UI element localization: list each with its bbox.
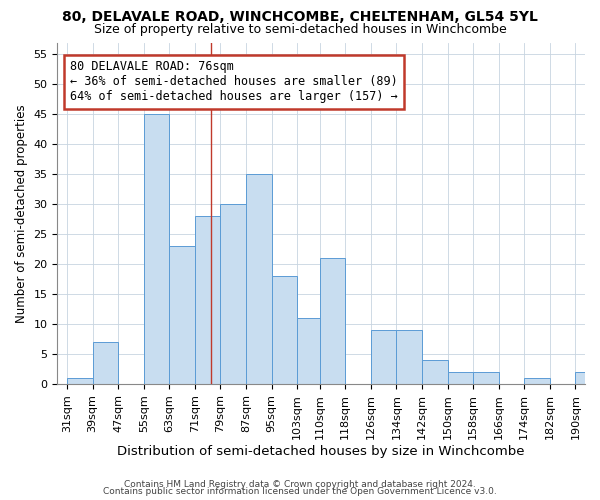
Bar [272, 276, 297, 384]
Y-axis label: Number of semi-detached properties: Number of semi-detached properties [15, 104, 28, 322]
X-axis label: Distribution of semi-detached houses by size in Winchcombe: Distribution of semi-detached houses by … [118, 444, 525, 458]
Bar [169, 246, 195, 384]
Bar [320, 258, 345, 384]
Bar [524, 378, 550, 384]
Bar [575, 372, 600, 384]
Bar [371, 330, 397, 384]
Bar [144, 114, 169, 384]
Bar [195, 216, 220, 384]
Bar [422, 360, 448, 384]
Text: 80 DELAVALE ROAD: 76sqm
← 36% of semi-detached houses are smaller (89)
64% of se: 80 DELAVALE ROAD: 76sqm ← 36% of semi-de… [70, 60, 398, 104]
Text: Contains HM Land Registry data © Crown copyright and database right 2024.: Contains HM Land Registry data © Crown c… [124, 480, 476, 489]
Bar [473, 372, 499, 384]
Bar [220, 204, 246, 384]
Bar [297, 318, 320, 384]
Bar [67, 378, 92, 384]
Bar [92, 342, 118, 384]
Text: Size of property relative to semi-detached houses in Winchcombe: Size of property relative to semi-detach… [94, 22, 506, 36]
Text: Contains public sector information licensed under the Open Government Licence v3: Contains public sector information licen… [103, 487, 497, 496]
Bar [448, 372, 473, 384]
Text: 80, DELAVALE ROAD, WINCHCOMBE, CHELTENHAM, GL54 5YL: 80, DELAVALE ROAD, WINCHCOMBE, CHELTENHA… [62, 10, 538, 24]
Bar [246, 174, 272, 384]
Bar [397, 330, 422, 384]
